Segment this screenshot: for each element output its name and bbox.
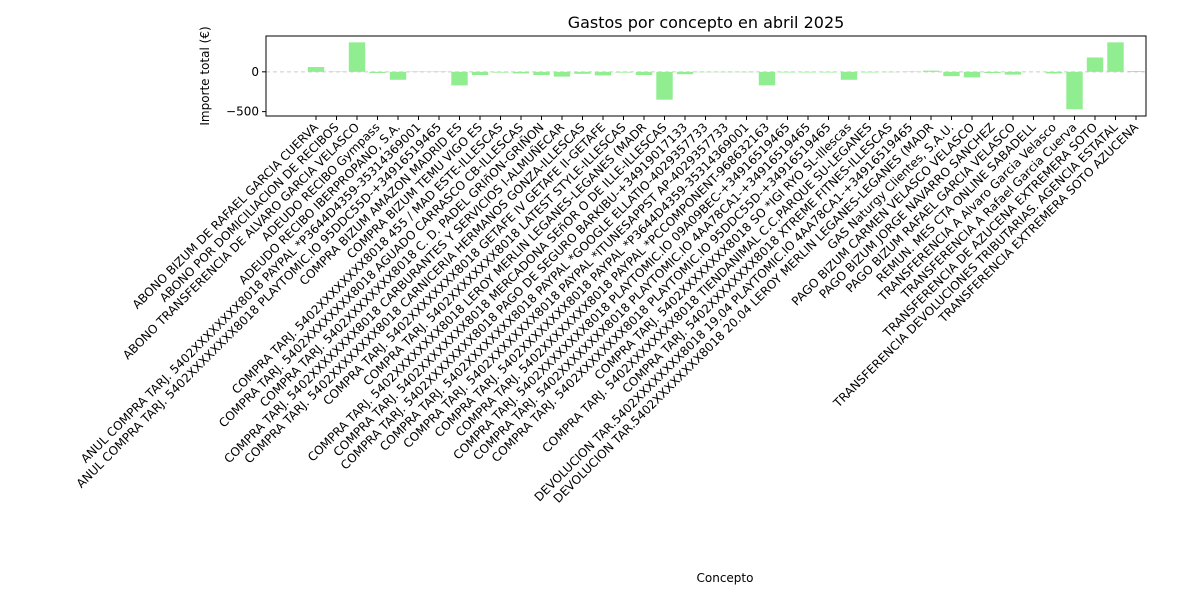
bar xyxy=(369,71,386,74)
bar xyxy=(676,71,694,75)
x-axis-label: Concepto xyxy=(697,571,754,585)
bar xyxy=(943,71,960,77)
bar xyxy=(1127,71,1145,72)
bar xyxy=(635,71,653,76)
bar xyxy=(451,71,468,86)
bar xyxy=(1004,71,1022,75)
bar xyxy=(615,71,632,73)
bar xyxy=(1045,71,1063,74)
bar xyxy=(1107,42,1124,72)
y-tick-label: −500 xyxy=(226,105,259,119)
bar xyxy=(840,71,858,80)
bar xyxy=(553,71,571,77)
bar xyxy=(984,71,1001,74)
bar xyxy=(307,67,325,72)
bar xyxy=(799,71,817,73)
bar xyxy=(1086,57,1104,72)
bar xyxy=(574,71,591,74)
bar xyxy=(594,71,612,76)
bar xyxy=(861,71,878,73)
bar xyxy=(471,71,489,76)
y-axis-label: Importe total (€) xyxy=(198,26,212,125)
bar xyxy=(512,71,530,74)
bar xyxy=(758,71,776,86)
bar xyxy=(348,42,366,72)
bar xyxy=(1066,71,1083,110)
y-tick-label: 0 xyxy=(251,65,259,79)
chart-title: Gastos por concepto en abril 2025 xyxy=(568,13,845,32)
bar xyxy=(779,71,796,73)
bar xyxy=(820,71,837,73)
plot-frame xyxy=(265,35,1147,117)
bar xyxy=(533,71,550,76)
bar xyxy=(492,71,509,73)
bar xyxy=(922,70,940,72)
bar xyxy=(389,71,407,80)
bar xyxy=(656,71,673,100)
bar xyxy=(963,71,981,78)
